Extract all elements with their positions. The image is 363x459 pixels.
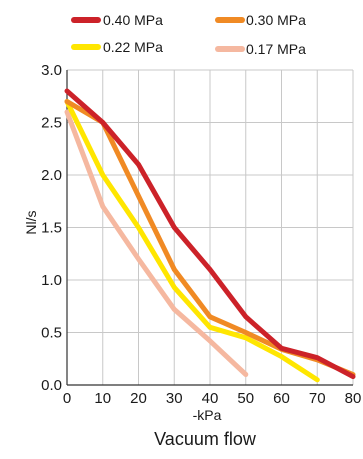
y-tick-label: 1.0 — [41, 272, 62, 289]
y-tick-label: 3.0 — [41, 62, 62, 79]
x-tick-label: 60 — [273, 390, 290, 407]
tick-labels: 0 10 20 30 40 50 60 70 80 0.0 0.5 1.0 1.5 2.0 2.5 3.0 — [41, 62, 361, 407]
x-tick-label: 40 — [202, 390, 219, 407]
legend-label: 0.22 MPa — [103, 39, 163, 55]
x-tick-label: 50 — [237, 390, 254, 407]
legend-label: 0.17 MPa — [246, 41, 306, 57]
x-tick-label: 10 — [94, 390, 111, 407]
y-tick-label: 0.0 — [41, 377, 62, 394]
legend-label: 0.30 MPa — [246, 12, 306, 28]
series-line-0-17-mpa — [64, 109, 249, 377]
x-axis-label: -kPa — [193, 407, 222, 423]
legend-item: 0.40 MPa — [71, 12, 163, 28]
legend: 0.40 MPa 0.30 MPa 0.22 MPa 0.17 MPa — [71, 12, 306, 57]
y-tick-label: 1.5 — [41, 220, 62, 237]
y-axis-label: Nl/s — [23, 210, 39, 234]
x-tick-label: 20 — [130, 390, 147, 407]
chart-title: Vacuum flow — [154, 429, 257, 449]
y-tick-label: 2.5 — [41, 115, 62, 132]
legend-item: 0.30 MPa — [215, 12, 306, 28]
x-tick-label: 80 — [345, 390, 362, 407]
legend-item: 0.17 MPa — [215, 41, 306, 57]
x-tick-label: 0 — [63, 390, 71, 407]
y-tick-label: 2.0 — [41, 167, 62, 184]
y-tick-label: 0.5 — [41, 325, 62, 342]
legend-label: 0.40 MPa — [103, 12, 163, 28]
series-line-0-22-mpa — [64, 99, 320, 383]
x-tick-label: 30 — [166, 390, 183, 407]
series-line-0-40-mpa — [64, 88, 356, 380]
axes — [66, 70, 353, 386]
series-lines — [64, 88, 356, 383]
x-tick-label: 70 — [309, 390, 326, 407]
legend-item: 0.22 MPa — [71, 39, 163, 55]
